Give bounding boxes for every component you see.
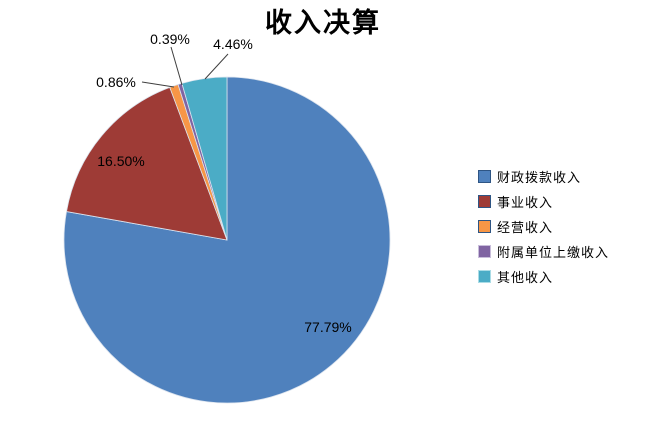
- legend-item: 经营收入: [478, 214, 609, 239]
- slice-percent-label: 0.39%: [150, 31, 190, 47]
- legend-item: 其他收入: [478, 264, 609, 289]
- slice-percent-label: 0.86%: [96, 74, 136, 90]
- legend-color-swatch: [478, 245, 491, 258]
- label-leader-line: [170, 46, 183, 86]
- legend-label: 附属单位上缴收入: [497, 245, 610, 260]
- slice-percent-label: 77.79%: [304, 319, 351, 335]
- legend-item: 附属单位上缴收入: [478, 239, 609, 264]
- legend: 财政拨款收入 事业收入 经营收入 附属单位上缴收入 其他收入: [478, 164, 609, 289]
- legend-label: 财政拨款收入: [497, 170, 582, 185]
- legend-color-swatch: [478, 170, 491, 183]
- legend-item: 事业收入: [478, 189, 609, 214]
- slice-percent-label: 4.46%: [213, 36, 253, 52]
- legend-color-swatch: [478, 195, 491, 208]
- chart-title: 收入决算: [265, 8, 381, 38]
- pie-slice-1: [66, 86, 228, 241]
- legend-color-swatch: [478, 270, 491, 283]
- legend-item: 财政拨款收入: [478, 164, 609, 189]
- label-leader-line: [141, 81, 175, 88]
- legend-color-swatch: [478, 220, 491, 233]
- legend-label: 其他收入: [497, 270, 554, 285]
- slice-percent-label: 16.50%: [97, 153, 144, 169]
- legend-label: 事业收入: [497, 195, 554, 210]
- legend-label: 经营收入: [497, 220, 554, 235]
- label-leader-line: [204, 53, 229, 80]
